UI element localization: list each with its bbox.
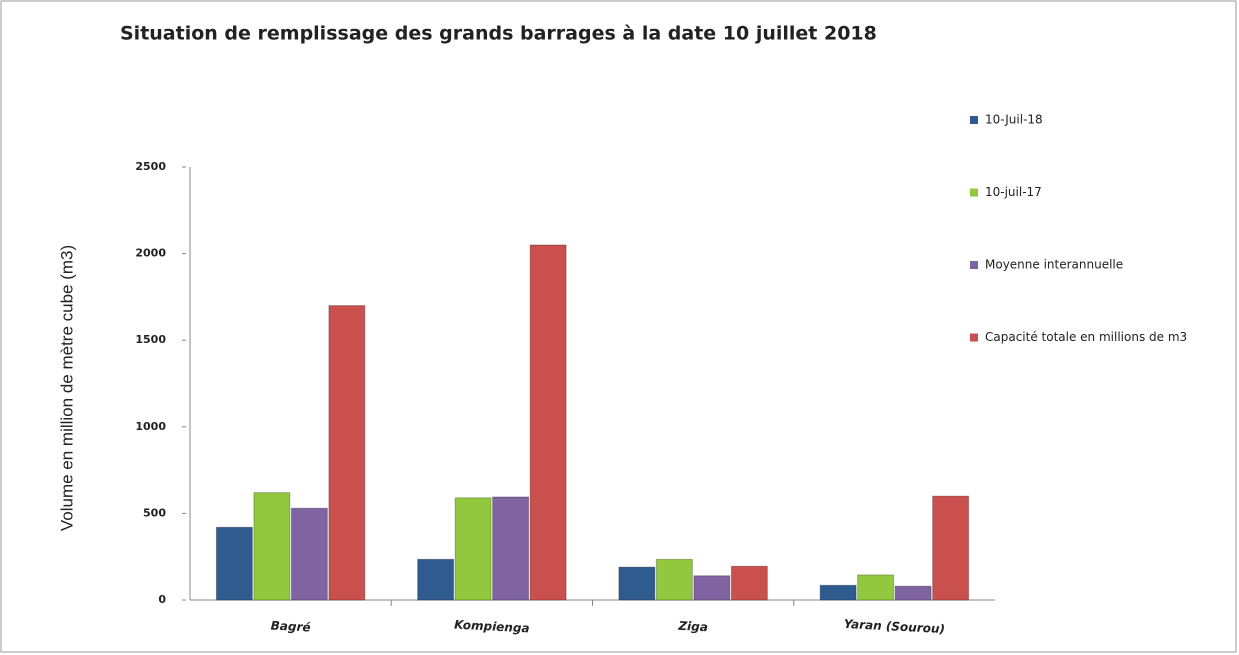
bar (857, 574, 895, 601)
y-tick-label: 1500 (135, 333, 166, 346)
y-axis-label: Volume en million de mètre cube (m3) (57, 245, 76, 531)
legend-label: Moyenne interannuelle (985, 258, 1123, 272)
bar (215, 526, 253, 601)
bar (819, 584, 857, 601)
legend-label: 10-Juil-18 (985, 113, 1043, 127)
bar (693, 575, 731, 601)
y-tick-label: 2000 (135, 247, 166, 260)
bar (290, 507, 328, 601)
legend-swatch (970, 116, 978, 124)
chart-title: Situation de remplissage des grands barr… (120, 23, 877, 45)
legend-label: 10-juil-17 (985, 185, 1042, 199)
bar (655, 558, 693, 601)
x-tick-label: Bagré (270, 618, 311, 634)
legend-swatch (970, 188, 978, 197)
y-tick-label: 0 (158, 593, 166, 606)
y-tick-label: 2500 (135, 160, 166, 173)
legend-swatch (970, 261, 978, 269)
x-tick-label: Kompienga (454, 618, 530, 636)
bar (894, 585, 932, 601)
bar (253, 492, 291, 601)
legend-label: Capacité totale en millions de m3 (985, 330, 1187, 344)
bar (618, 566, 656, 601)
legend-swatch (970, 333, 978, 342)
y-tick-label: 500 (143, 506, 166, 519)
bar (454, 497, 492, 601)
x-tick-label: Yaran (Sourou) (844, 617, 946, 636)
bar (932, 495, 970, 601)
bar (417, 558, 455, 601)
x-tick-label: Ziga (677, 619, 708, 635)
bar (492, 496, 530, 601)
bar (328, 305, 366, 601)
y-tick-label: 1000 (135, 420, 166, 433)
bar (529, 244, 567, 601)
bar (730, 565, 768, 601)
